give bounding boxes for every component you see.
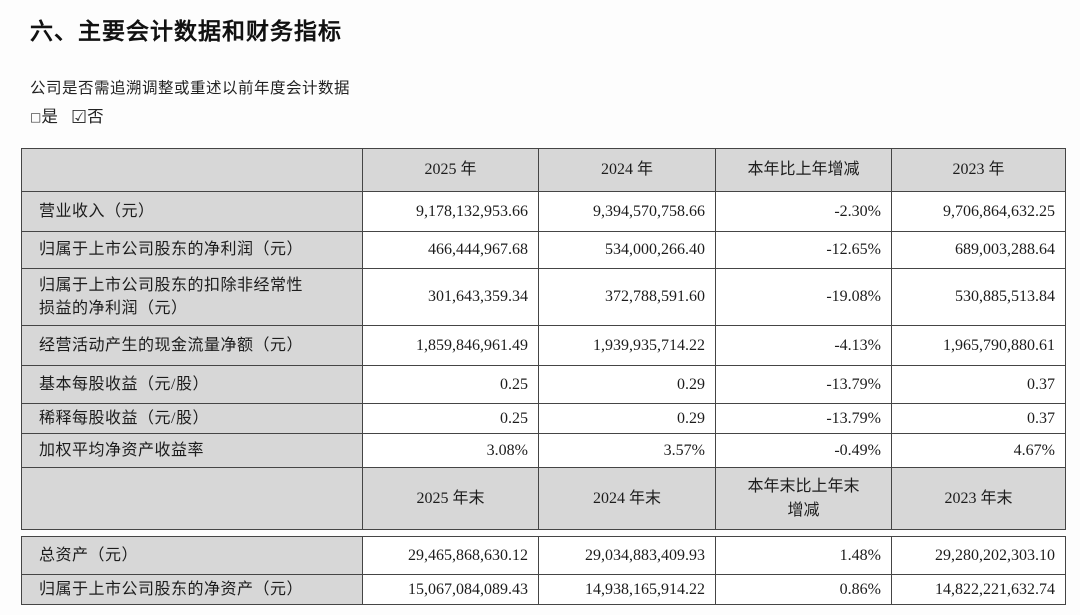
checkbox-yes-icon: □ xyxy=(30,110,42,124)
cell-value: 0.37 xyxy=(891,403,1066,434)
cell-value: 466,444,967.68 xyxy=(362,231,539,269)
col-header-2025-end: 2025 年末 xyxy=(362,467,539,530)
cell-value: 0.29 xyxy=(538,365,716,404)
row-label: 总资产（元） xyxy=(21,536,363,575)
cell-value: 1,859,846,961.49 xyxy=(362,325,539,366)
table-row-net-assets: 归属于上市公司股东的净资产（元） 15,067,084,089.43 14,93… xyxy=(21,574,1066,605)
cell-value: 14,938,165,914.22 xyxy=(538,574,716,605)
cell-value: 1.48% xyxy=(715,536,892,575)
cell-value: 29,280,202,303.10 xyxy=(891,536,1066,575)
table-row-net-profit: 归属于上市公司股东的净利润（元） 466,444,967.68 534,000,… xyxy=(21,231,1066,269)
cell-value: -19.08% xyxy=(715,268,892,326)
cell-value: 372,788,591.60 xyxy=(538,268,716,326)
option-no-label: 否 xyxy=(87,107,104,126)
option-yes-label: 是 xyxy=(41,107,58,126)
cell-value: 29,034,883,409.93 xyxy=(538,536,716,575)
restatement-question: 公司是否需追溯调整或重述以前年度会计数据 xyxy=(30,80,351,97)
cell-value: 689,003,288.64 xyxy=(891,231,1066,269)
cell-value: 534,000,266.40 xyxy=(538,231,716,269)
row-label: 稀释每股收益（元/股） xyxy=(21,403,363,434)
table-row-total-assets: 总资产（元） 29,465,868,630.12 29,034,883,409.… xyxy=(21,536,1066,575)
cell-value: 9,706,864,632.25 xyxy=(891,191,1066,232)
row-label: 归属于上市公司股东的扣除非经常性 损益的净利润（元） xyxy=(21,268,363,326)
row-label: 营业收入（元） xyxy=(21,191,363,232)
cell-value: 301,643,359.34 xyxy=(362,268,539,326)
col-header-2023: 2023 年 xyxy=(891,148,1066,192)
cell-value: -2.30% xyxy=(715,191,892,232)
row-label: 归属于上市公司股东的净资产（元） xyxy=(21,574,363,605)
cell-value: 0.29 xyxy=(538,403,716,434)
cell-value: -13.79% xyxy=(715,365,892,404)
cell-value: -12.65% xyxy=(715,231,892,269)
restatement-options: □是 ☑否 xyxy=(30,103,104,128)
table-row-basic-eps: 基本每股收益（元/股） 0.25 0.29 -13.79% 0.37 xyxy=(21,365,1066,404)
col-header-yoy-change: 本年比上年增减 xyxy=(715,148,892,192)
cell-value: 29,465,868,630.12 xyxy=(362,536,539,575)
cell-value: 0.25 xyxy=(362,365,539,404)
period-end-header-row: 2025 年末 2024 年末 本年末比上年末 增减 2023 年末 xyxy=(21,467,1066,530)
cell-value: 3.08% xyxy=(362,433,539,468)
cell-value: 14,822,221,632.74 xyxy=(891,574,1066,605)
table-gap xyxy=(22,530,1066,537)
row-label: 基本每股收益（元/股） xyxy=(21,365,363,404)
cell-value: 1,965,790,880.61 xyxy=(891,325,1066,366)
row-label: 经营活动产生的现金流量净额（元） xyxy=(21,325,363,366)
col-header-2024: 2024 年 xyxy=(538,148,716,192)
checkbox-no-checked-icon: ☑ xyxy=(70,107,88,128)
col-header-2024-end: 2024 年末 xyxy=(538,467,716,530)
cell-value: 9,394,570,758.66 xyxy=(538,191,716,232)
col-header-yoy-end-change: 本年末比上年末 增减 xyxy=(715,467,892,530)
cell-value: 530,885,513.84 xyxy=(891,268,1066,326)
col-header-2023-end: 2023 年末 xyxy=(891,467,1066,530)
corner-cell xyxy=(21,148,363,192)
table-row-operating-cash-flow: 经营活动产生的现金流量净额（元） 1,859,846,961.49 1,939,… xyxy=(21,325,1066,366)
cell-value: -4.13% xyxy=(715,325,892,366)
cell-value: -13.79% xyxy=(715,403,892,434)
col-header-2025: 2025 年 xyxy=(362,148,539,192)
cell-value: 4.67% xyxy=(891,433,1066,468)
table-row-diluted-eps: 稀释每股收益（元/股） 0.25 0.29 -13.79% 0.37 xyxy=(21,403,1066,434)
cell-value: 15,067,084,089.43 xyxy=(362,574,539,605)
section-title: 六、主要会计数据和财务指标 xyxy=(30,19,342,44)
corner-cell xyxy=(21,467,363,530)
cell-value: -0.49% xyxy=(715,433,892,468)
table-row-weighted-avg-roe: 加权平均净资产收益率 3.08% 3.57% -0.49% 4.67% xyxy=(21,433,1066,468)
table-row-net-profit-excl-nonrecurring: 归属于上市公司股东的扣除非经常性 损益的净利润（元） 301,643,359.3… xyxy=(21,268,1066,326)
cell-value: 3.57% xyxy=(538,433,716,468)
row-label: 归属于上市公司股东的净利润（元） xyxy=(21,231,363,269)
cell-value: 0.25 xyxy=(362,403,539,434)
period-header-row: 2025 年 2024 年 本年比上年增减 2023 年 xyxy=(21,148,1066,192)
cell-value: 1,939,935,714.22 xyxy=(538,325,716,366)
table-row-revenue: 营业收入（元） 9,178,132,953.66 9,394,570,758.6… xyxy=(21,191,1066,232)
cell-value: 9,178,132,953.66 xyxy=(362,191,539,232)
row-label: 加权平均净资产收益率 xyxy=(21,433,363,468)
cell-value: 0.86% xyxy=(715,574,892,605)
financial-indicators-table: 2025 年 2024 年 本年比上年增减 2023 年 营业收入（元） 9,1… xyxy=(21,148,1066,605)
cell-value: 0.37 xyxy=(891,365,1066,404)
